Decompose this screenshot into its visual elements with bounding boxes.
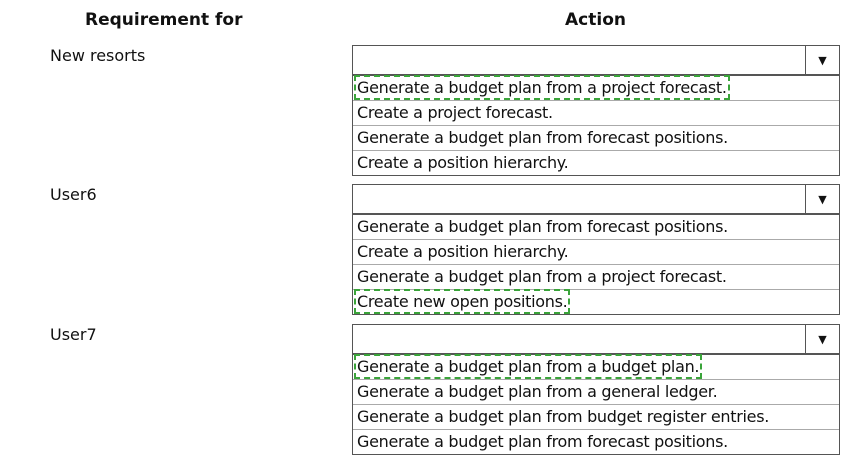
option-label: Generate a budget plan from a project fo… — [354, 75, 730, 100]
option-label: Generate a budget plan from a budget pla… — [353, 354, 703, 379]
option-label: Generate a budget plan from forecast pos… — [357, 128, 728, 147]
chevron-down-icon[interactable]: ▼ — [805, 46, 839, 74]
option-label: Generate a budget plan from forecast pos… — [357, 217, 728, 236]
action-dropdown: ▼ Generate a budget plan from forecast p… — [352, 184, 840, 315]
chevron-down-icon[interactable]: ▼ — [805, 185, 839, 213]
dropdown-option[interactable]: Generate a budget plan from forecast pos… — [353, 125, 839, 150]
dropdown-option[interactable]: Create new open positions. — [353, 289, 839, 314]
option-label: Generate a budget plan from a general le… — [357, 382, 718, 401]
requirement-label: User6 — [50, 185, 97, 204]
option-label: Generate a budget plan from a project fo… — [357, 267, 727, 286]
dropdown-option[interactable]: Generate a budget plan from a project fo… — [353, 264, 839, 289]
action-dropdown: ▼ Generate a budget plan from a project … — [352, 45, 840, 176]
option-label: Generate a budget plan from budget regis… — [357, 407, 770, 426]
dropdown-option[interactable]: Generate a budget plan from a project fo… — [353, 75, 839, 100]
option-label: Create a position hierarchy. — [357, 153, 569, 172]
dropdown-select[interactable]: ▼ — [352, 184, 840, 213]
action-header: Action — [565, 10, 626, 30]
dropdown-option[interactable]: Create a position hierarchy. — [353, 239, 839, 264]
action-dropdown: ▼ Generate a budget plan from a budget p… — [352, 324, 840, 455]
dropdown-option[interactable]: Create a position hierarchy. — [353, 150, 839, 175]
dropdown-option[interactable]: Generate a budget plan from a budget pla… — [353, 354, 839, 379]
dropdown-option[interactable]: Generate a budget plan from forecast pos… — [353, 214, 839, 239]
option-label: Create a position hierarchy. — [357, 242, 569, 261]
dropdown-option[interactable]: Generate a budget plan from forecast pos… — [353, 429, 839, 454]
dropdown-options: Generate a budget plan from forecast pos… — [352, 213, 840, 315]
chevron-down-icon[interactable]: ▼ — [805, 325, 839, 353]
dropdown-options: Generate a budget plan from a budget pla… — [352, 353, 840, 455]
dropdown-option[interactable]: Create a project forecast. — [353, 100, 839, 125]
option-label: Create new open positions. — [353, 289, 571, 314]
requirement-header: Requirement for — [85, 10, 243, 30]
dropdown-options: Generate a budget plan from a project fo… — [352, 74, 840, 176]
dropdown-select[interactable]: ▼ — [352, 324, 840, 353]
option-label: Create a project forecast. — [357, 103, 553, 122]
dropdown-option[interactable]: Generate a budget plan from a general le… — [353, 379, 839, 404]
option-label: Generate a budget plan from forecast pos… — [357, 432, 728, 451]
dropdown-option[interactable]: Generate a budget plan from budget regis… — [353, 404, 839, 429]
requirement-label: User7 — [50, 325, 97, 344]
requirement-label: New resorts — [50, 46, 146, 65]
dropdown-select[interactable]: ▼ — [352, 45, 840, 74]
